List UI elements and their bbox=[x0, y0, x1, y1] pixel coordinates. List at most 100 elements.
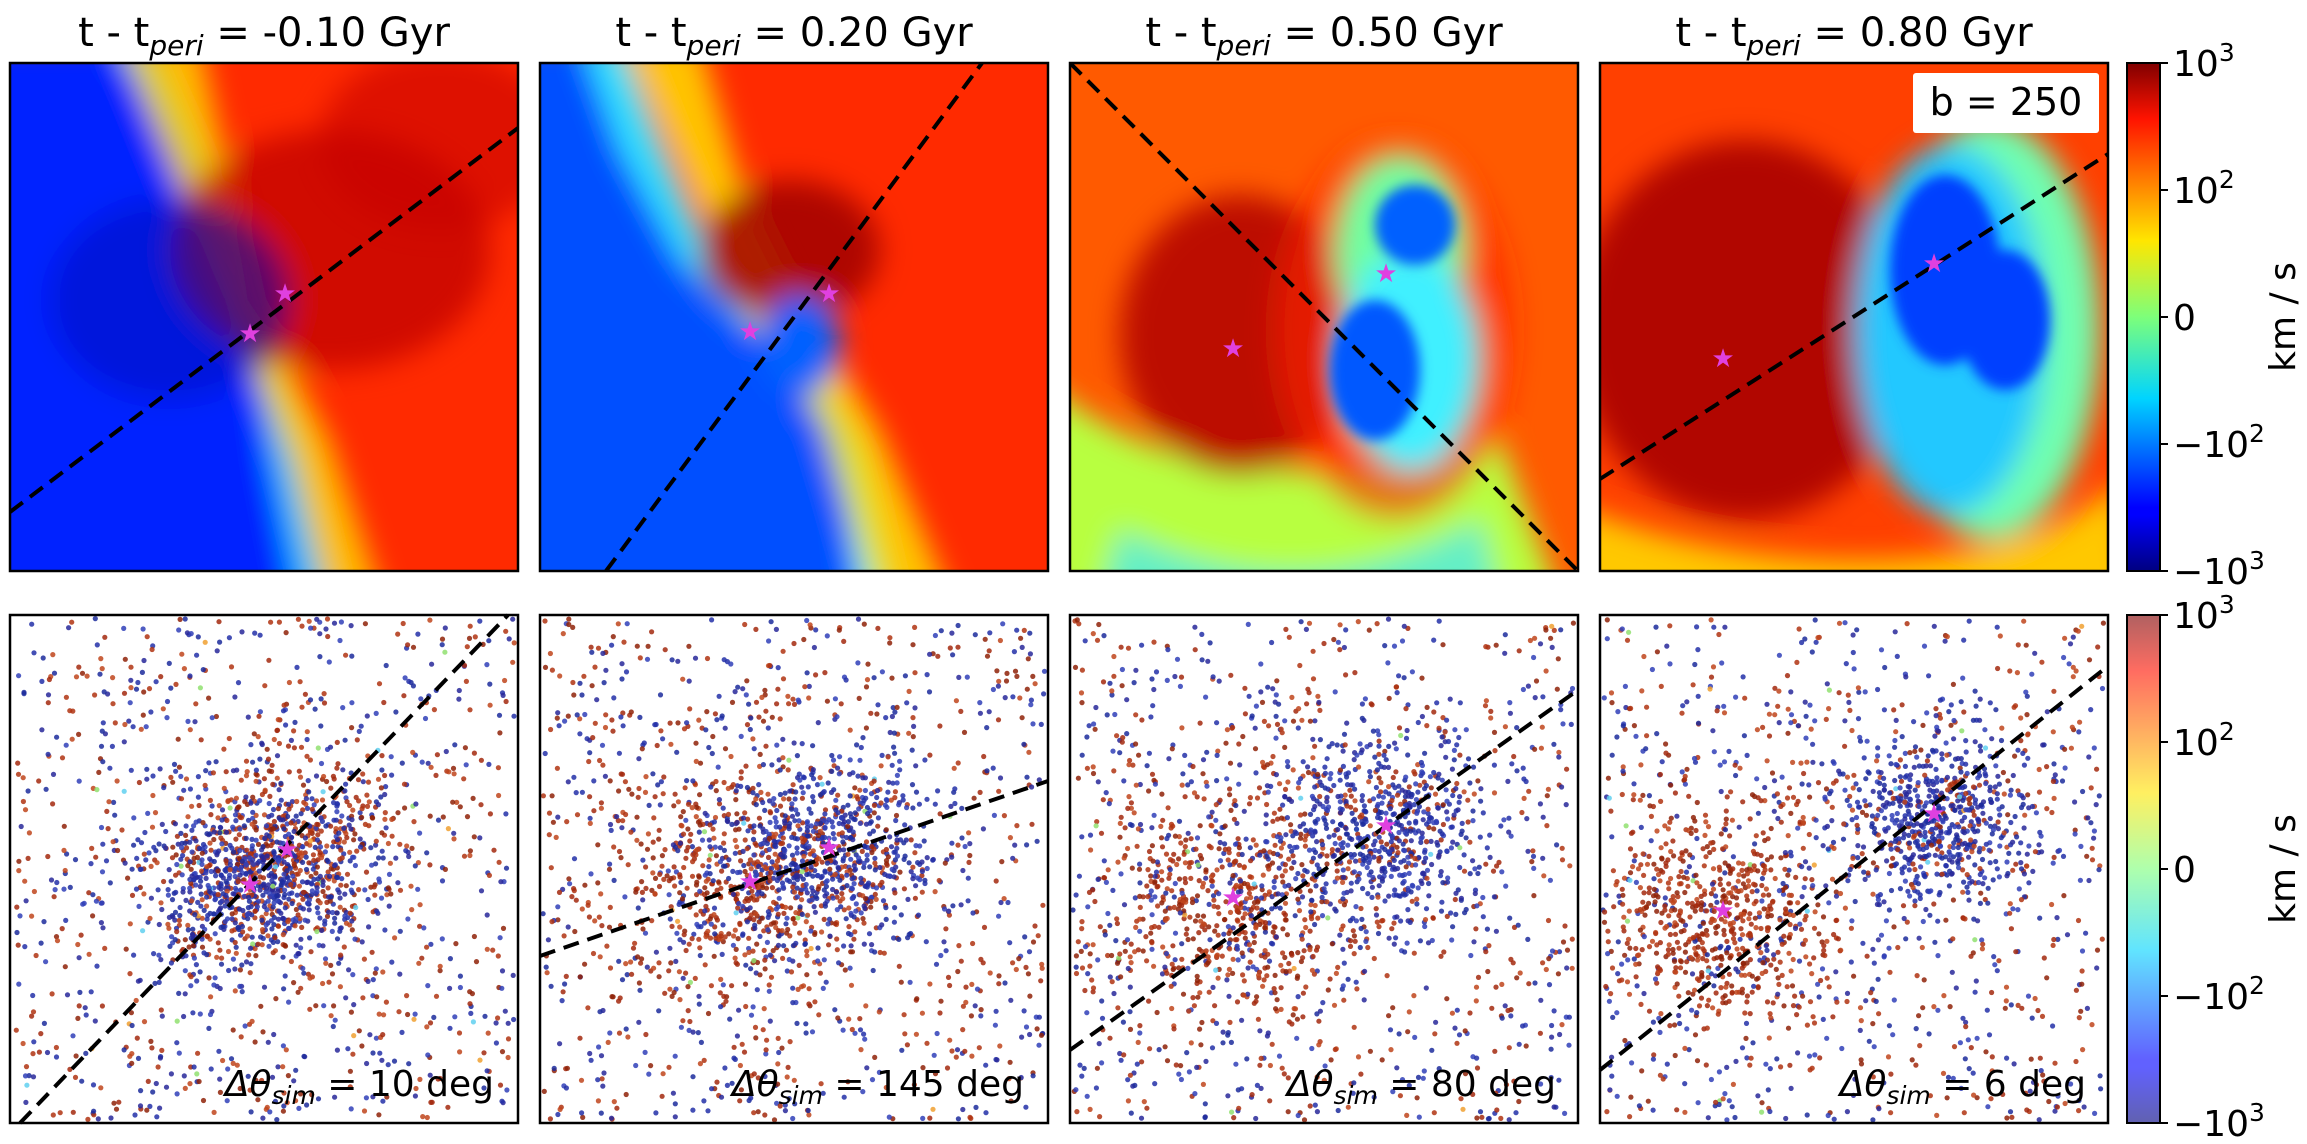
particle-dot bbox=[90, 1082, 97, 1088]
particle-dot bbox=[1024, 774, 1030, 780]
particle-dot bbox=[812, 909, 819, 915]
particle-dot bbox=[98, 743, 105, 749]
particle-dot bbox=[1391, 920, 1397, 926]
particle-dot bbox=[274, 1117, 280, 1123]
particle-dot bbox=[292, 719, 298, 726]
axis-line-2 bbox=[604, 63, 984, 571]
particle-dot bbox=[1537, 641, 1544, 647]
particle-dot bbox=[924, 672, 930, 678]
particle-dot bbox=[838, 904, 844, 910]
particle-dot bbox=[732, 850, 738, 856]
particle-dot bbox=[275, 939, 281, 945]
particle-dot bbox=[212, 975, 218, 981]
particle-dot bbox=[703, 727, 709, 733]
particle-dot bbox=[597, 757, 603, 764]
particle-dot bbox=[199, 861, 205, 868]
particle-dot bbox=[765, 909, 772, 915]
particle-dot bbox=[64, 992, 71, 998]
particle-dot bbox=[983, 1110, 989, 1116]
particle-dot bbox=[153, 679, 159, 685]
particle-dot bbox=[1023, 1024, 1030, 1030]
particle-dot bbox=[904, 1042, 911, 1048]
particle-dot bbox=[121, 625, 127, 632]
particle-dot bbox=[487, 681, 493, 687]
particle-dot bbox=[208, 1066, 214, 1072]
particle-dot bbox=[171, 761, 178, 768]
particle-dot bbox=[667, 916, 673, 922]
particle-dot bbox=[1285, 779, 1291, 785]
particle-dot bbox=[878, 763, 884, 769]
particle-dot bbox=[879, 669, 886, 675]
particle-dot bbox=[960, 1027, 966, 1033]
particle-dot bbox=[486, 638, 492, 644]
particle-dot bbox=[754, 941, 760, 947]
particle-dot bbox=[891, 744, 897, 750]
particle-dot bbox=[237, 847, 243, 854]
particle-dot bbox=[1358, 905, 1364, 912]
particle-dot bbox=[620, 723, 626, 729]
particle-dot bbox=[195, 634, 201, 640]
particle-dot bbox=[478, 888, 485, 894]
particle-dot bbox=[1200, 1081, 1206, 1087]
particle-dot bbox=[196, 1078, 202, 1085]
particle-dot bbox=[836, 960, 842, 966]
particle-dot bbox=[923, 939, 929, 945]
particle-dot bbox=[79, 1078, 85, 1084]
particle-dot bbox=[1274, 678, 1280, 684]
particle-dot bbox=[1296, 706, 1302, 712]
particle-dot bbox=[871, 675, 877, 681]
particle-dot bbox=[932, 632, 939, 639]
particle-dot bbox=[1332, 689, 1338, 695]
particle-dot bbox=[1173, 1062, 1179, 1068]
particle-dot bbox=[209, 803, 215, 809]
particle-dot bbox=[197, 685, 203, 691]
particle-dot bbox=[380, 855, 386, 861]
scatter-panel-1: ★ ★ Δθsim = 10 deg bbox=[8, 613, 520, 1125]
particle-dot bbox=[996, 981, 1002, 987]
particle-dot bbox=[874, 794, 880, 801]
particle-dot bbox=[793, 789, 799, 795]
particle-dot bbox=[239, 962, 245, 968]
particle-dot bbox=[595, 645, 602, 651]
particle-dot bbox=[706, 837, 712, 843]
particle-dot bbox=[832, 1007, 838, 1013]
particle-dot bbox=[1159, 791, 1165, 797]
particle-dot bbox=[720, 863, 727, 869]
particle-dot bbox=[960, 1106, 966, 1113]
particle-dot bbox=[214, 648, 220, 654]
particle-dot bbox=[714, 1079, 720, 1085]
particle-dot bbox=[350, 807, 356, 813]
particle-dot bbox=[1557, 1031, 1563, 1038]
particle-dot bbox=[808, 945, 814, 952]
particle-dot bbox=[107, 765, 113, 771]
particle-dot bbox=[693, 814, 699, 820]
particle-dot bbox=[741, 1049, 748, 1055]
particle-dot bbox=[322, 921, 328, 927]
particle-dot bbox=[351, 854, 357, 860]
particle-dot bbox=[833, 889, 840, 895]
particle-dot bbox=[1014, 627, 1020, 633]
particle-dot bbox=[811, 644, 818, 651]
particle-dot bbox=[347, 1068, 353, 1074]
particle-dot bbox=[815, 958, 821, 964]
particle-dot bbox=[243, 758, 250, 764]
particle-dot bbox=[718, 976, 724, 983]
particle-dot bbox=[902, 1031, 908, 1037]
particle-dot bbox=[484, 1068, 490, 1074]
particle-dot bbox=[182, 991, 188, 997]
particle-dot bbox=[830, 895, 836, 901]
particle-dot bbox=[158, 957, 164, 963]
star-marker: ★ bbox=[1922, 249, 1945, 279]
particle-dot bbox=[290, 917, 296, 923]
particle-dot bbox=[819, 781, 825, 787]
particle-dot bbox=[1525, 848, 1531, 854]
particle-dot bbox=[1514, 768, 1520, 774]
particle-dot bbox=[1452, 727, 1458, 733]
particle-dot bbox=[857, 1027, 864, 1033]
particle-dot bbox=[265, 898, 271, 904]
particle-dot bbox=[553, 834, 559, 841]
particle-dot bbox=[945, 974, 952, 981]
particle-dot bbox=[1234, 999, 1241, 1005]
particle-dot bbox=[223, 892, 229, 899]
particle-dot bbox=[43, 786, 49, 792]
